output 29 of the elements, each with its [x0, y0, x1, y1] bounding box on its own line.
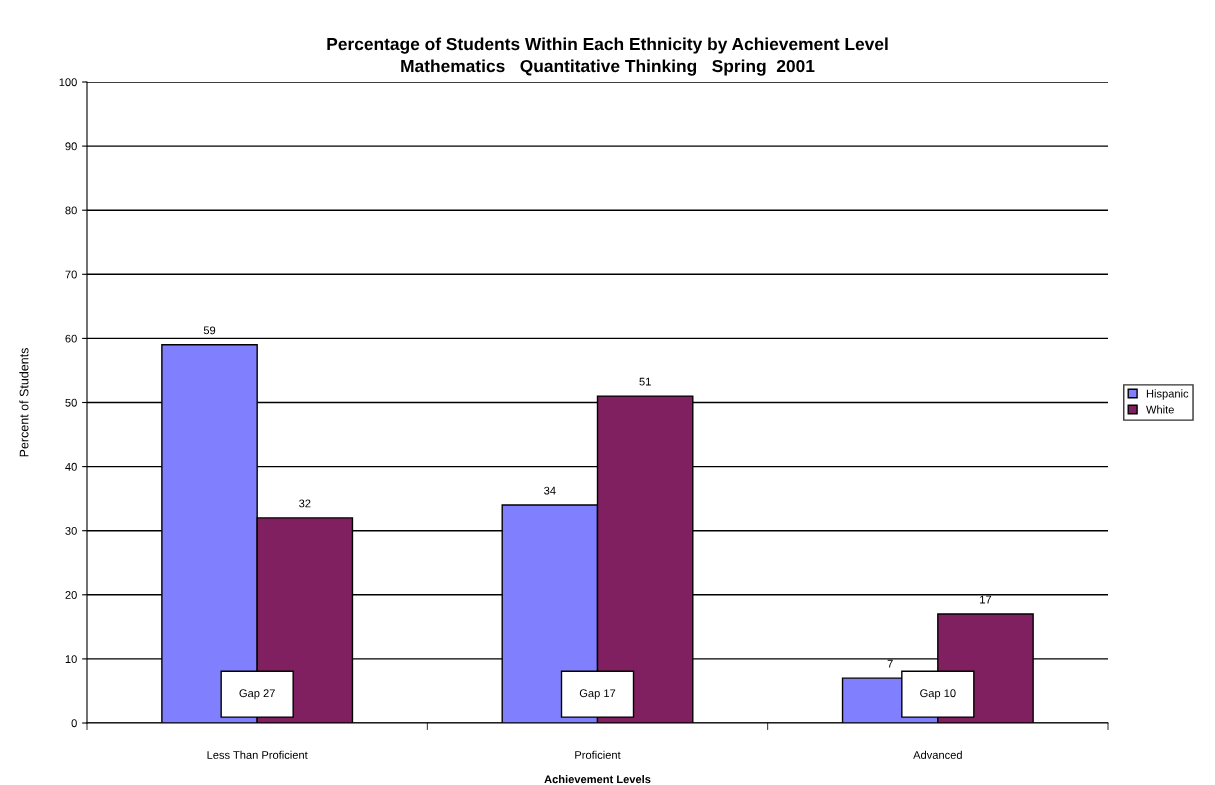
x-tick-label: Advanced — [913, 750, 962, 759]
y-tick-label: 0 — [71, 719, 77, 728]
y-tick-label: 90 — [65, 142, 77, 151]
legend-label: Hispanic — [1146, 389, 1189, 400]
data-label: 34 — [544, 486, 556, 495]
y-tick-label: 20 — [65, 591, 77, 599]
y-tick-label: 50 — [65, 398, 77, 407]
y-tick-label: 30 — [65, 526, 77, 535]
chart-title: Percentage of Students Within Each Ethnicity by Achievement Level — [327, 37, 888, 54]
y-tick-label: 100 — [59, 78, 77, 87]
data-label: 32 — [299, 499, 311, 508]
x-tick-label: Less Than Proficient — [207, 750, 308, 759]
annotation: Gap 17 — [579, 689, 616, 700]
data-label: 51 — [639, 377, 651, 386]
y-tick-label: 10 — [65, 655, 77, 664]
y-axis-title: Percent of Students — [19, 348, 29, 457]
annotation: Gap 10 — [920, 689, 956, 700]
data-label: 17 — [980, 595, 992, 604]
data-label: 59 — [203, 326, 216, 335]
legend-label: White — [1146, 405, 1174, 414]
data-label: 7 — [887, 659, 893, 668]
annotation: Gap 27 — [239, 689, 275, 700]
y-tick-label: 80 — [65, 206, 77, 215]
y-tick-label: 70 — [65, 270, 77, 279]
x-tick-label: Proficient — [575, 750, 621, 759]
chart-subtitle: Mathematics Quantitative Thinking Spring 2001 — [401, 59, 815, 76]
y-tick-label: 60 — [65, 334, 77, 343]
y-tick-label: 40 — [65, 462, 77, 471]
x-axis-title: Achievement Levels — [544, 775, 651, 784]
